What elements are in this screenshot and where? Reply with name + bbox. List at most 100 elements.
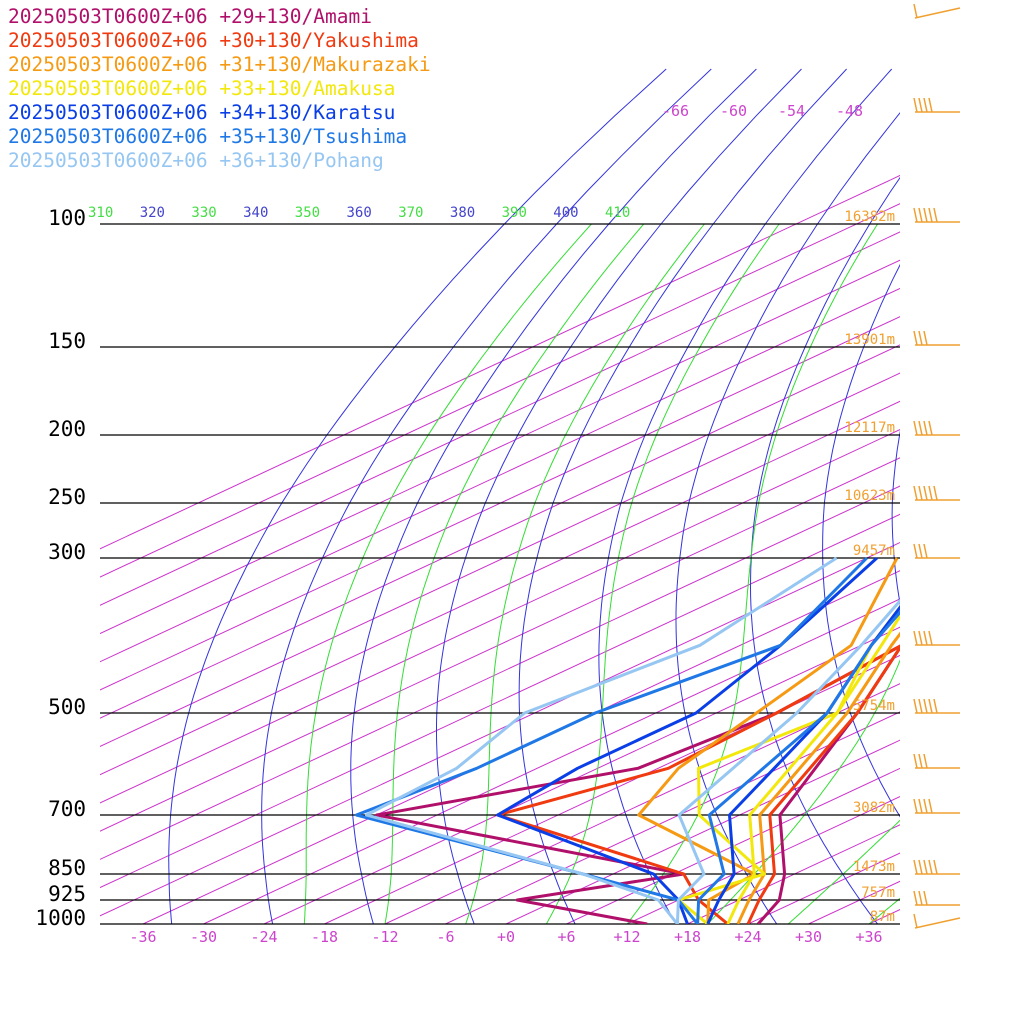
dry-adiabat-line	[518, 68, 847, 924]
pressure-label: 925	[48, 882, 86, 906]
x-tick-label: -24	[250, 928, 277, 946]
x-tick-label: +18	[674, 928, 701, 946]
dry-adiabat-line	[350, 68, 757, 924]
isotherm-line	[100, 174, 900, 550]
dry-adiabat-line	[749, 176, 900, 924]
isotherm-line	[203, 598, 900, 924]
height-label: 3082m	[853, 800, 895, 816]
theta-label: 400	[553, 205, 578, 221]
legend: 20250503T0600Z+06 +29+130/Amami 20250503T…	[8, 5, 431, 172]
isotherm-line	[929, 0, 1024, 924]
isotherm-line	[990, 0, 1024, 924]
wind-barb	[913, 485, 960, 501]
height-label: 12117m	[844, 420, 895, 436]
isotherm-line	[100, 287, 900, 663]
height-label: 10623m	[844, 488, 895, 504]
theta-label: 340	[243, 205, 268, 221]
wind-barb	[913, 890, 960, 906]
x-tick-label: +12	[613, 928, 640, 946]
isotherm-line	[747, 852, 900, 924]
x-tick-label: +30	[795, 928, 822, 946]
pressure-label: 100	[48, 206, 86, 230]
moist-adiabat-line	[707, 659, 900, 924]
theta-label: 410	[605, 205, 630, 221]
height-label: 13901m	[844, 332, 895, 348]
height-label: 87m	[870, 909, 895, 925]
theta-label: 380	[450, 205, 475, 221]
moist-adiabat-line	[465, 223, 705, 924]
legend-entry: 20250503T0600Z+06 +36+130/Pohang	[8, 149, 384, 172]
isotherm-line	[100, 372, 900, 747]
isotherm-line	[100, 231, 900, 606]
moist-adiabat-line	[545, 223, 780, 924]
height-label: 9457m	[853, 543, 895, 559]
dry-adiabat-line	[960, 69, 1024, 924]
isotherm-line	[100, 513, 900, 889]
pressure-label: 1000	[35, 906, 86, 930]
legend-entry: 20250503T0600Z+06 +34+130/Karatsu	[8, 101, 395, 124]
x-tick-label: +0	[497, 928, 515, 946]
x-tick-label: +6	[557, 928, 575, 946]
dry-adiabat-line	[261, 68, 712, 924]
isotherm-line	[100, 541, 900, 917]
wind-barbs	[913, 3, 961, 929]
x-tick-label: -12	[371, 928, 398, 946]
wind-barb	[913, 859, 960, 875]
pressure-label: 500	[48, 695, 86, 719]
upper-temp-label: -60	[720, 102, 747, 120]
theta-label: 330	[191, 205, 216, 221]
pressure-label: 850	[48, 856, 86, 880]
temperature-line	[756, 645, 900, 924]
isotherm-line	[324, 654, 900, 924]
dewpoint-line	[375, 644, 900, 924]
dewpoint-line	[365, 556, 838, 924]
isotherm-line	[566, 767, 900, 924]
pressure-label: 200	[48, 417, 86, 441]
legend-entry: 20250503T0600Z+06 +35+130/Tsushima	[8, 125, 407, 148]
pressure-label: 300	[48, 540, 86, 564]
isotherm-line	[384, 683, 900, 924]
dry-adiabat-line	[168, 68, 667, 924]
isotherm-line	[505, 739, 900, 924]
isotherm-line	[100, 259, 900, 635]
temperature-line	[696, 610, 900, 924]
wind-barb	[913, 753, 960, 769]
upper-temp-label: -66	[662, 102, 689, 120]
x-tick-label: -18	[311, 928, 338, 946]
height-label: 757m	[861, 885, 895, 901]
wind-barb	[913, 97, 960, 113]
wind-barb	[913, 798, 960, 814]
isotherm-line	[687, 824, 900, 924]
wind-barb	[913, 420, 960, 436]
dry-adiabat-line	[598, 68, 893, 924]
upper-temp-label: -48	[836, 102, 863, 120]
isotherm-line	[445, 711, 900, 924]
upper-temp-label: -54	[778, 102, 805, 120]
temperature-line	[736, 631, 900, 924]
isotherm-line	[100, 344, 900, 719]
dewpoint-line	[637, 557, 899, 924]
series-layer	[354, 556, 900, 924]
legend-entry: 20250503T0600Z+06 +33+130/Amakusa	[8, 77, 395, 100]
dry-adiabat-line	[675, 112, 900, 924]
isotherm-line	[868, 908, 900, 924]
wind-barb	[913, 630, 960, 646]
isobar-layer	[100, 223, 900, 925]
wind-barb	[913, 543, 960, 559]
height-label: 16382m	[844, 209, 895, 225]
temperature-line	[675, 598, 900, 924]
x-tick-label: -30	[190, 928, 217, 946]
theta-label: 370	[398, 205, 423, 221]
wind-barb	[913, 3, 961, 19]
theta-label: 360	[347, 205, 372, 221]
legend-entry: 20250503T0600Z+06 +31+130/Makurazaki	[8, 53, 431, 76]
x-tick-label: +36	[855, 928, 882, 946]
dry-adiabat-line	[891, 430, 900, 606]
isotherm-line	[100, 316, 900, 691]
height-label: 5754m	[853, 698, 895, 714]
isotherm-line	[808, 880, 900, 924]
legend-entry: 20250503T0600Z+06 +29+130/Amami	[8, 5, 372, 28]
isotherm-line	[100, 485, 900, 860]
